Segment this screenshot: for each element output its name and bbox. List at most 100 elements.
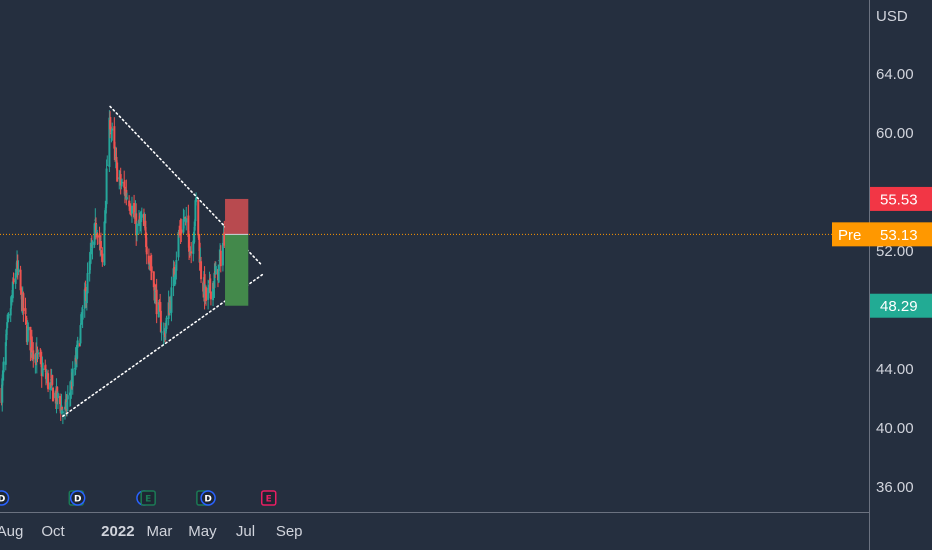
level-price-badge: 48.29 <box>870 293 932 318</box>
candle-down <box>180 229 183 234</box>
candle-down <box>100 250 103 254</box>
candle-up <box>79 325 82 344</box>
candle-up <box>75 344 78 360</box>
candle-up <box>42 368 45 371</box>
candle-down <box>142 213 145 226</box>
earnings-icon[interactable]: E <box>260 490 277 506</box>
candle-down <box>155 289 158 315</box>
candle-down <box>39 352 42 357</box>
dividend-icon[interactable]: D <box>200 490 216 506</box>
take-profit-zone[interactable] <box>225 234 249 306</box>
price-tick-label: 36.00 <box>876 479 914 496</box>
candle-up <box>195 197 198 202</box>
candle-up <box>91 241 94 249</box>
candle-up <box>177 231 180 258</box>
candle-down <box>22 293 25 312</box>
time-tick-label: Sep <box>276 523 303 540</box>
candle-down <box>209 291 212 300</box>
triangle-upper-line[interactable] <box>109 105 264 267</box>
candle-up <box>154 289 157 303</box>
candle-up <box>35 348 38 363</box>
currency-label: USD <box>876 8 908 25</box>
candle-up <box>10 296 13 306</box>
candle-up <box>214 266 217 275</box>
candle-down <box>184 216 187 219</box>
candle-up <box>213 272 216 288</box>
candle-up <box>94 219 97 221</box>
candle-up <box>4 342 7 365</box>
candle-down <box>59 395 62 405</box>
candle-down <box>123 181 126 188</box>
candle-down <box>12 278 15 283</box>
candle-up <box>88 261 91 274</box>
candle-up <box>217 264 220 283</box>
price-tick-label: 60.00 <box>876 125 914 142</box>
stop-loss-zone[interactable] <box>225 198 249 235</box>
candle-down <box>95 222 98 233</box>
candle-up <box>86 273 89 294</box>
candle-down <box>84 287 87 291</box>
candle-down <box>44 372 47 380</box>
candle-down <box>96 233 99 238</box>
candle-up <box>207 287 210 300</box>
candle-up <box>140 219 143 223</box>
short-position-tool[interactable] <box>0 198 869 306</box>
dividend-icon[interactable]: D <box>0 490 10 506</box>
candle-up <box>157 302 160 318</box>
candle-up <box>37 352 40 355</box>
candle-up <box>130 205 133 214</box>
time-tick-label: May <box>188 523 217 540</box>
price-tick-label: 40.00 <box>876 420 914 437</box>
candle-up <box>76 340 79 348</box>
candle-up <box>111 128 114 131</box>
svg-text:48.29: 48.29 <box>880 298 918 315</box>
candle-down <box>115 156 118 161</box>
candle-down <box>125 189 128 198</box>
svg-text:D: D <box>204 495 211 505</box>
candle-up <box>66 395 69 400</box>
dividend-icon[interactable]: D <box>69 490 86 506</box>
candle-up <box>194 200 197 222</box>
candle-up <box>81 308 84 320</box>
candle-down <box>40 358 43 362</box>
time-tick-label: 2022 <box>101 523 134 540</box>
candle-up <box>17 268 20 273</box>
earnings-icon[interactable]: E <box>140 490 156 506</box>
candle-up <box>110 131 113 133</box>
candle-down <box>16 260 19 272</box>
candle-up <box>103 221 106 266</box>
candle-up <box>27 326 30 331</box>
candle-down <box>109 120 112 130</box>
candle-down <box>47 373 50 390</box>
candle-up <box>221 242 224 266</box>
candle-down <box>30 336 33 353</box>
candle-up <box>83 289 86 309</box>
candle-down <box>164 331 167 338</box>
svg-text:53.13: 53.13 <box>880 227 918 244</box>
current-price-badge: Pre 53.13 <box>832 222 932 247</box>
candle-up <box>95 229 98 235</box>
candle-down <box>159 303 162 312</box>
candle-down <box>147 255 150 265</box>
candle-up <box>140 214 143 218</box>
candle-down <box>78 343 81 347</box>
price-badges: 55.53 Pre 53.13 48.29 <box>832 186 932 318</box>
candle-up <box>172 268 175 287</box>
candle-down <box>173 267 176 277</box>
candle-up <box>105 168 108 205</box>
time-axis[interactable]: Aug Oct 2022 Mar May Jul Sep <box>0 523 303 540</box>
candle-down <box>99 241 102 249</box>
candle-down <box>128 200 131 207</box>
candle-up <box>185 218 188 223</box>
candle-up <box>121 182 124 184</box>
candle-down <box>129 206 132 212</box>
candle-up <box>104 210 107 223</box>
candle-down <box>119 174 122 186</box>
candle-up <box>104 200 107 214</box>
candle-down <box>75 357 78 362</box>
candle-up <box>66 402 69 409</box>
candle-up <box>89 253 92 265</box>
